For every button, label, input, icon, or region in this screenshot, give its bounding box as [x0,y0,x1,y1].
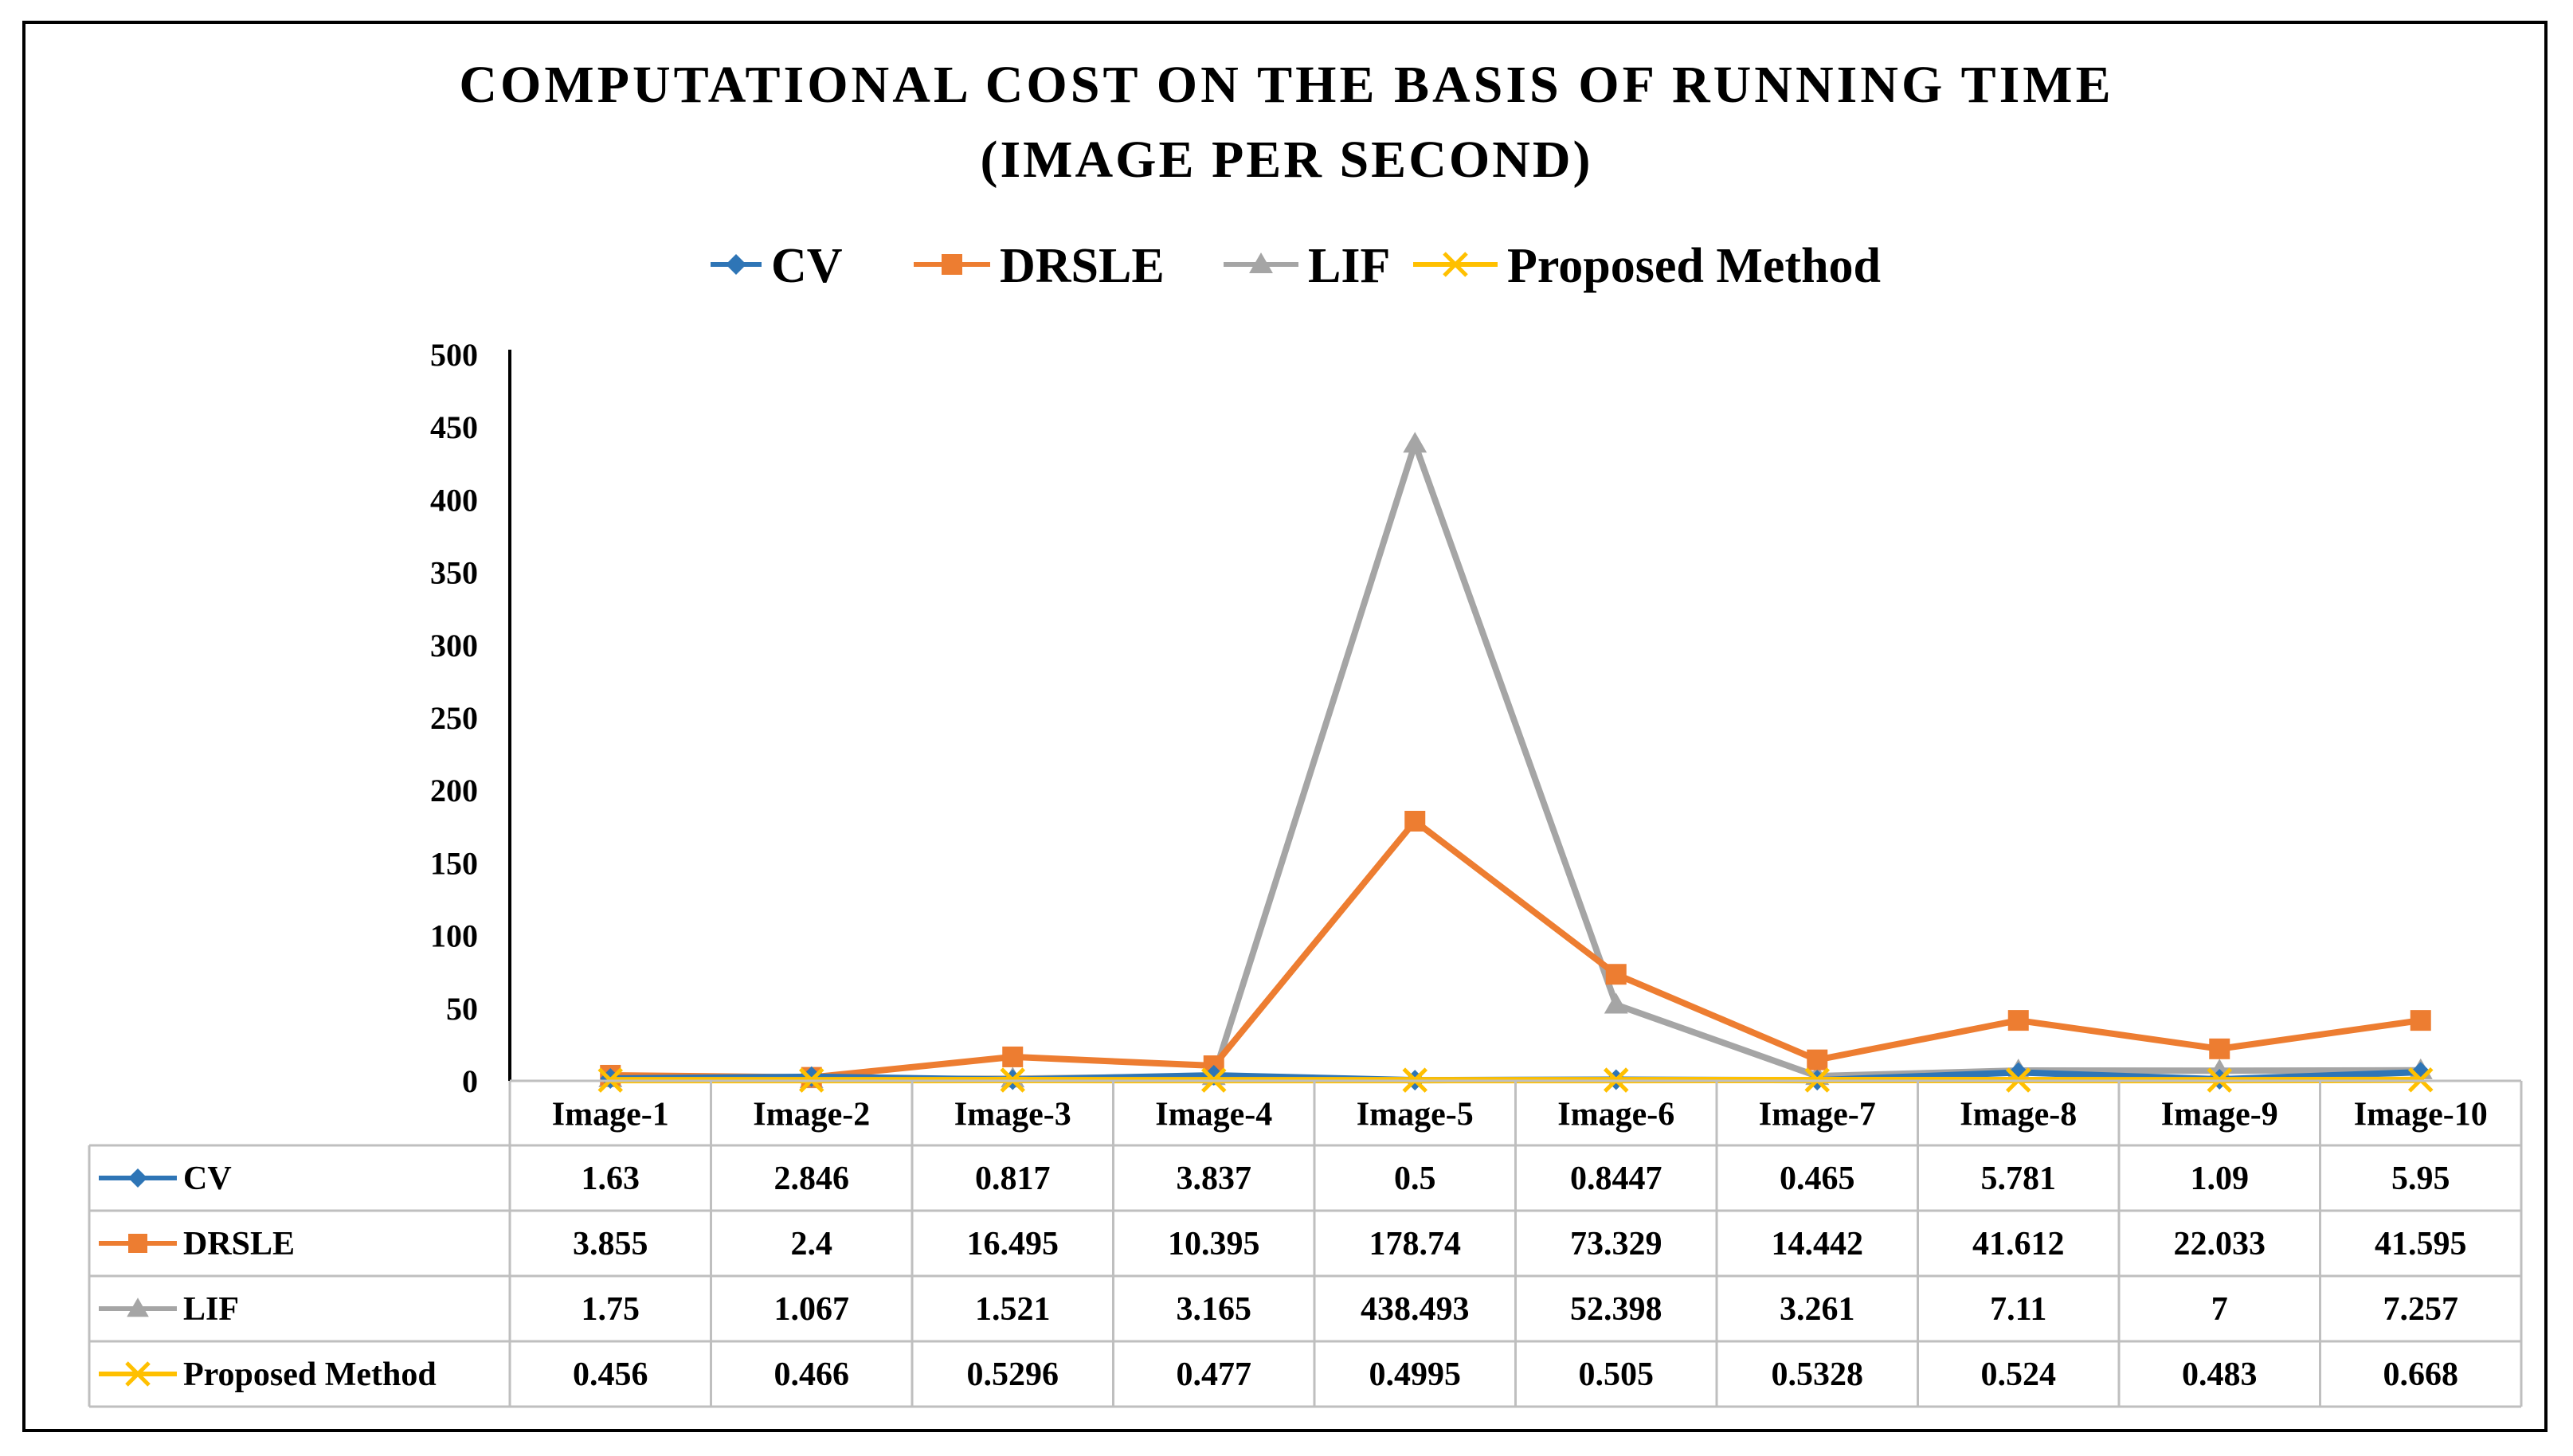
data-label-lif: 7 [2211,1291,2228,1328]
data-label-cv: 0.8447 [1570,1160,1662,1197]
table-legend-marker-cv [128,1168,147,1188]
data-point-drsle [2007,1010,2029,1031]
table-series-name-cv: CV [183,1160,232,1197]
data-label-cv: 5.95 [2391,1160,2450,1197]
data-label-drsle: 10.395 [1168,1226,1260,1262]
data-label-lif: 3.261 [1780,1291,1855,1328]
data-label-lif: 1.521 [975,1291,1051,1328]
data-label-cv: 1.63 [582,1160,640,1197]
data-label-drsle: 73.329 [1570,1226,1662,1262]
legend-marker-proposed-method [1443,252,1468,277]
data-label-proposed-method: 0.466 [774,1356,850,1393]
y-tick-label: 500 [430,337,478,373]
data-label-drsle: 16.495 [967,1226,1059,1262]
table-series-name-proposed-method: Proposed Method [183,1356,437,1393]
x-category-label: Image-2 [753,1097,870,1133]
x-category-label: Image-3 [954,1097,1071,1133]
y-tick-label: 250 [430,700,478,736]
chart-title: COMPUTATIONAL COST ON THE BASIS OF RUNNI… [459,56,2113,114]
data-point-drsle [1002,1046,1024,1067]
x-category-label: Image-10 [2354,1097,2488,1133]
table-legend-marker-drsle [128,1234,147,1253]
table-series-name-drsle: DRSLE [183,1226,295,1262]
data-point-drsle [1404,810,1426,832]
data-label-drsle: 22.033 [2174,1226,2266,1262]
data-table: Image-1 Image-2 Image-3 Image-4 Image-5 Image… [88,1079,2523,1408]
y-tick-label: 0 [462,1063,478,1099]
data-label-drsle: 14.442 [1772,1226,1864,1262]
legend: CV DRSLE LIF Proposed Method [711,239,1881,293]
data-label-proposed-method: 0.456 [573,1356,648,1393]
x-category-label: Image-4 [1155,1097,1272,1133]
legend-label-cv: CV [771,239,843,293]
data-label-drsle: 41.595 [2375,1226,2467,1262]
data-label-lif: 7.257 [2383,1291,2459,1328]
data-label-proposed-method: 0.4995 [1369,1356,1462,1393]
table-legend-marker-lif [127,1297,149,1317]
data-point-lif [1604,992,1628,1014]
series-lines [597,432,2434,1093]
data-label-lif: 1.067 [774,1291,850,1328]
legend-label-proposed-method: Proposed Method [1507,239,1881,293]
chart-frame [22,21,2548,1432]
data-label-cv: 0.5 [1394,1160,1436,1197]
data-point-drsle [2410,1010,2431,1031]
data-label-cv: 5.781 [1981,1160,2057,1197]
data-label-drsle: 41.612 [1972,1226,2065,1262]
data-label-drsle: 178.74 [1369,1226,1462,1262]
data-label-lif: 52.398 [1570,1291,1662,1328]
data-point-drsle [1605,964,1627,985]
data-label-proposed-method: 0.483 [2182,1356,2258,1393]
data-label-proposed-method: 0.5328 [1772,1356,1864,1393]
data-label-proposed-method: 0.668 [2383,1356,2459,1393]
data-label-proposed-method: 0.524 [1981,1356,2057,1393]
y-axis: 0 50 100 150 200 250 300 350 400 450 500 [430,337,511,1099]
data-label-proposed-method: 0.505 [1579,1356,1655,1393]
series-line-drsle [610,817,2422,1081]
data-label-cv: 1.09 [2191,1160,2250,1197]
data-label-lif: 438.493 [1361,1291,1470,1328]
data-point-lif [1403,432,1427,453]
data-label-proposed-method: 0.477 [1177,1356,1252,1393]
y-tick-label: 50 [446,991,478,1027]
legend-label-drsle: DRSLE [1000,239,1165,293]
series-line-lif [610,440,2421,1083]
y-tick-label: 300 [430,628,478,663]
data-label-lif: 1.75 [582,1291,640,1328]
x-category-label: Image-6 [1557,1097,1674,1133]
x-category-label: Image-1 [552,1097,669,1133]
y-tick-label: 200 [430,773,478,808]
table-legend-marker-proposed-method [125,1361,151,1387]
legend-marker-cv [726,254,746,275]
data-label-lif: 7.11 [1990,1291,2046,1328]
data-label-drsle: 3.855 [573,1226,648,1262]
y-tick-label: 150 [430,845,478,881]
data-label-drsle: 2.4 [791,1226,833,1262]
x-category-label: Image-9 [2161,1097,2278,1133]
y-tick-label: 350 [430,555,478,591]
legend-marker-lif [1249,252,1273,274]
y-tick-label: 400 [430,482,478,518]
x-category-label: Image-7 [1759,1097,1876,1133]
data-label-cv: 0.465 [1780,1160,1855,1197]
x-category-label: Image-5 [1357,1097,1474,1133]
x-category-label: Image-8 [1960,1097,2077,1133]
data-label-cv: 0.817 [975,1160,1051,1197]
table-series-name-lif: LIF [183,1291,239,1328]
data-point-drsle [2209,1038,2230,1059]
y-tick-label: 450 [430,409,478,445]
y-tick-label: 100 [430,918,478,954]
data-label-lif: 3.165 [1177,1291,1252,1328]
legend-label-lif: LIF [1308,239,1390,293]
data-point-drsle [1807,1049,1828,1070]
legend-marker-drsle [942,254,962,275]
data-label-cv: 3.837 [1177,1160,1252,1197]
chart-subtitle: (IMAGE PER SECOND) [980,131,1592,189]
data-label-proposed-method: 0.5296 [967,1356,1059,1393]
data-label-cv: 2.846 [774,1160,850,1197]
